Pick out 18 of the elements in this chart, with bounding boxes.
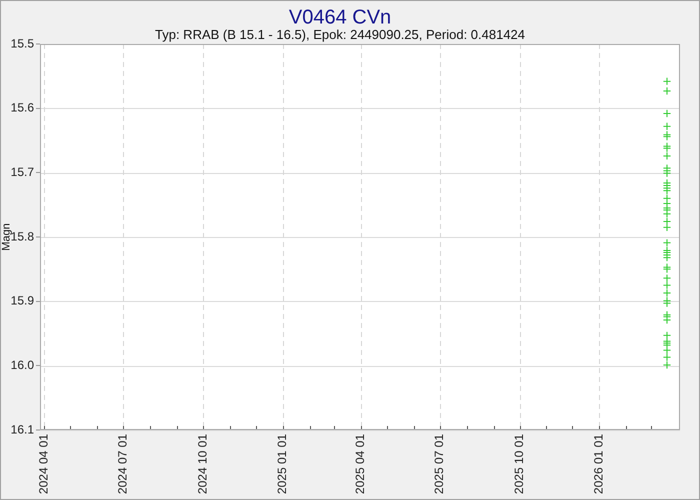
x-tick-label: 2025 10 01: [512, 434, 526, 494]
x-tick-label: 2024 04 01: [36, 434, 51, 494]
x-tick-label: 2026 01 01: [592, 434, 606, 494]
y-tick-label: 15.7: [10, 164, 34, 179]
chart-subtitle: Typ: RRAB (B 15.1 - 16.5), Epok: 2449090.25, Period: 0.481424: [154, 27, 526, 42]
y-tick-label: 15.5: [10, 36, 34, 50]
y-tick-label: 16.0: [10, 358, 34, 372]
chart-title: V0464 CVn: [288, 6, 392, 29]
y-tick-label: 15.8: [10, 229, 34, 244]
y-tick-label: 15.9: [10, 294, 34, 308]
x-tick-label: 2025 07 01: [432, 434, 446, 494]
x-tick-label: 2024 10 01: [195, 434, 210, 494]
x-tick-label: 2025 01 01: [275, 434, 290, 494]
x-tick-label: 2025 04 01: [353, 434, 368, 494]
y-tick-label: 16.1: [10, 422, 34, 436]
y-tick-label: 15.6: [10, 100, 34, 115]
x-tick-label: 2024 07 01: [116, 434, 130, 494]
y-axis-title: Magn: [0, 223, 13, 251]
